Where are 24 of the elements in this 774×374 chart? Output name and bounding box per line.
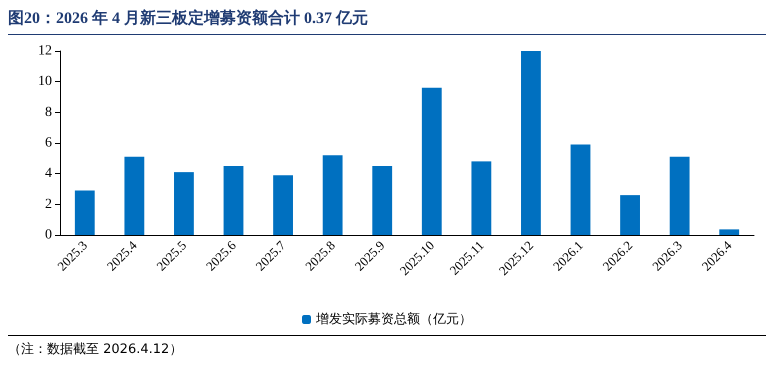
bar [670, 156, 690, 235]
y-tick-label: 6 [45, 136, 52, 150]
y-tick-label: 8 [45, 104, 52, 120]
y-tick-label: 4 [45, 166, 52, 182]
y-tick-label: 10 [38, 74, 52, 90]
y-tick-label: 0 [45, 228, 52, 242]
bar [570, 144, 590, 235]
bar [74, 190, 95, 235]
legend-label: 增发实际募资总额（亿元） [315, 312, 472, 327]
chart-title: 图20：2026 年 4 月新三板定增募资额合计 0.37 亿元 [8, 8, 766, 35]
bar [273, 175, 293, 235]
y-tick-label: 12 [38, 44, 52, 58]
bar [224, 166, 244, 235]
bar [422, 88, 442, 235]
bar [521, 51, 541, 235]
bar [620, 195, 640, 235]
bar [719, 229, 740, 235]
bar [322, 155, 343, 235]
bar [124, 156, 144, 235]
bar [372, 166, 392, 235]
bar [471, 161, 492, 235]
y-tick-label: 2 [45, 196, 52, 212]
text: （注：数据截至 2026.4.12） [8, 341, 184, 358]
bar [174, 172, 194, 235]
